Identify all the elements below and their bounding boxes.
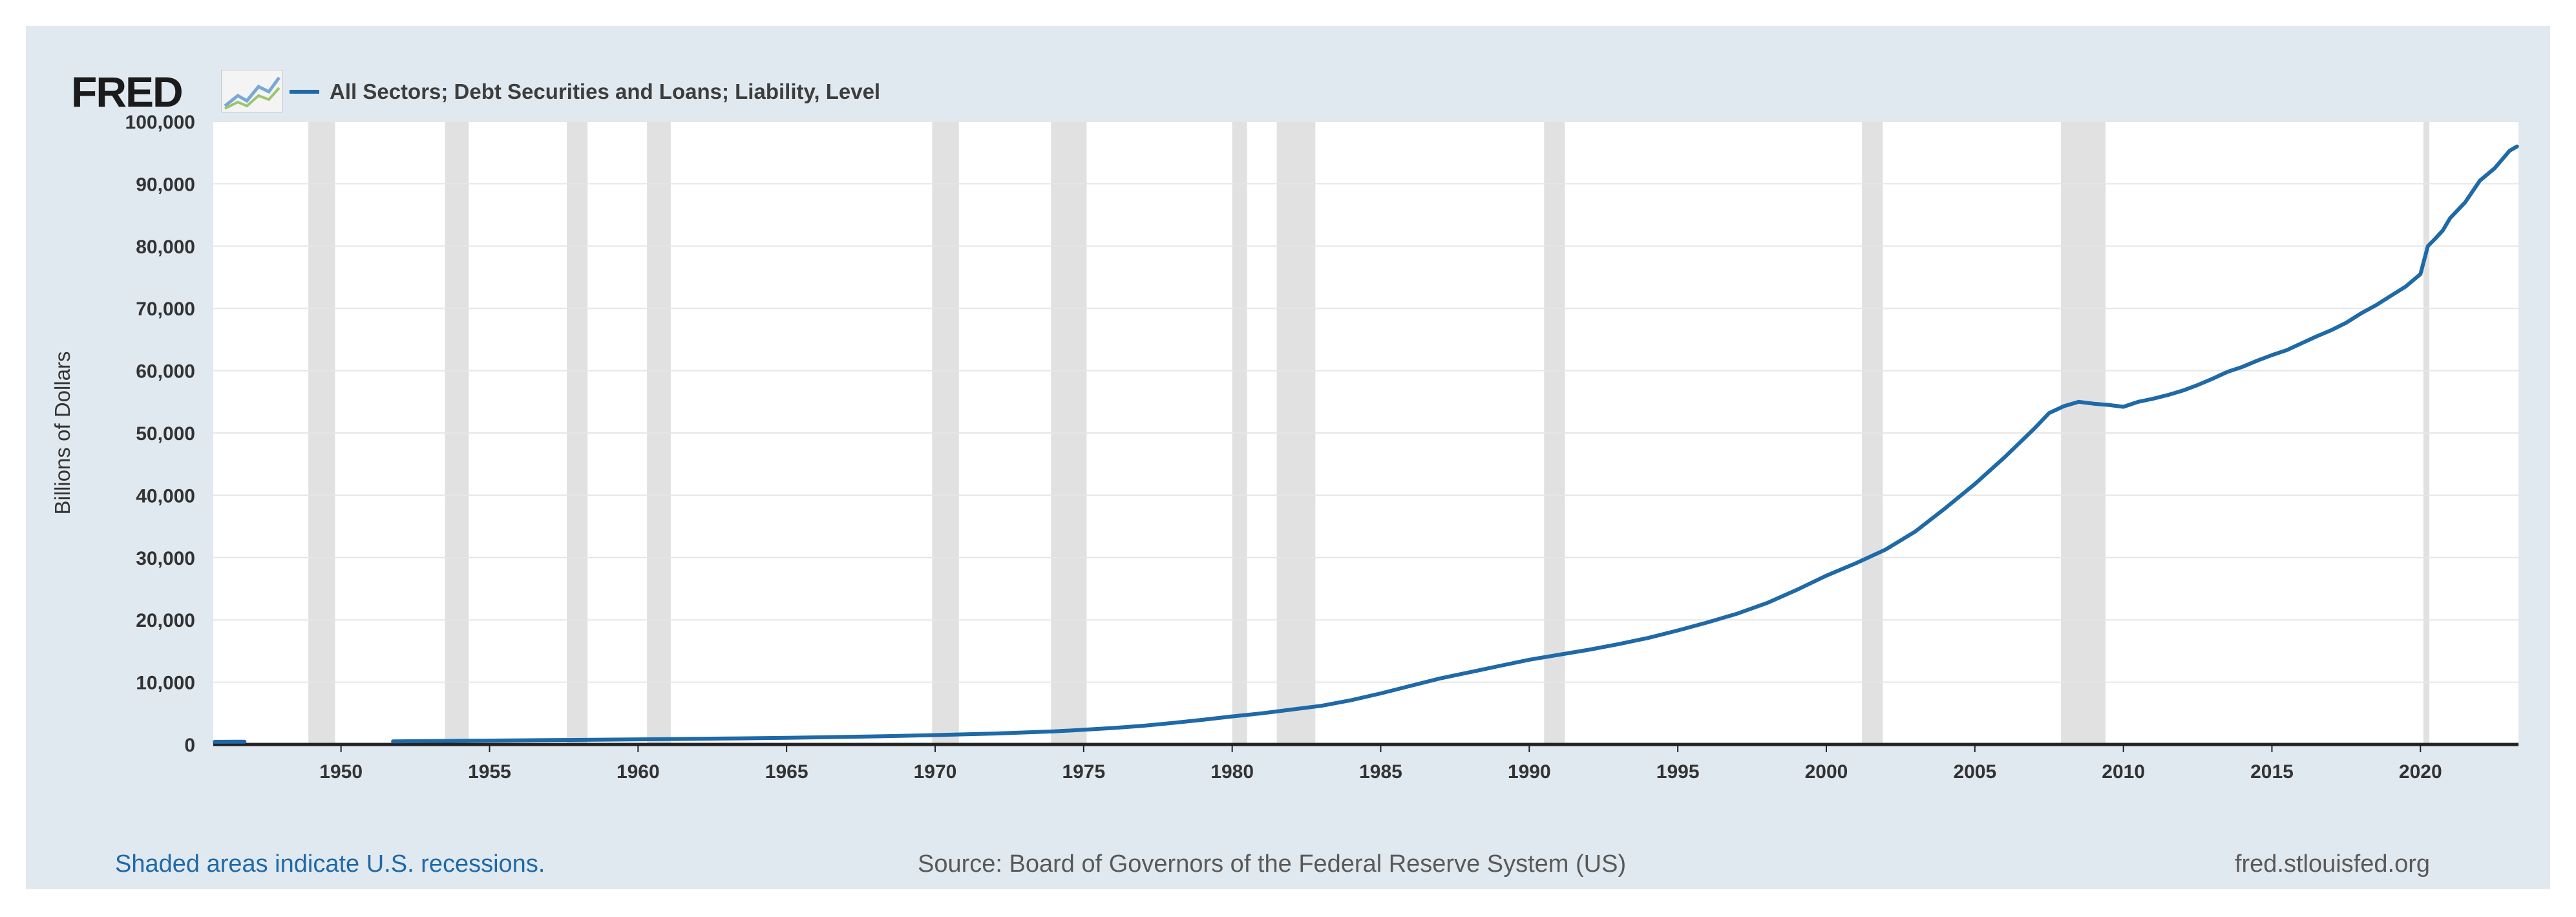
x-tick-label: 2010 xyxy=(2102,761,2145,783)
x-axis-ticks: 1950 1955 1960 1965 1970 1975 1980 1985 1990 1995… xyxy=(319,744,2442,783)
logo-text: FRED xyxy=(71,68,184,116)
chart-card: FRED All Sectors; Debt Securities and Lo… xyxy=(26,26,2550,889)
series-lines xyxy=(213,144,2519,744)
y-tick-label: 70,000 xyxy=(136,299,195,320)
source-text: Source: Board of Governors of the Federa… xyxy=(918,850,1627,878)
logo-graph-icon xyxy=(221,70,283,112)
y-tick-label: 60,000 xyxy=(136,361,195,383)
x-tick-label: 1980 xyxy=(1210,761,1254,783)
chart-legend: All Sectors; Debt Securities and Loans; … xyxy=(290,75,880,109)
y-tick-label: 0 xyxy=(184,735,195,756)
site-link[interactable]: fred.stlouisfed.org xyxy=(2234,850,2430,878)
y-tick-label: 20,000 xyxy=(136,610,195,631)
x-tick-label: 1985 xyxy=(1359,761,1402,783)
y-tick-label: 80,000 xyxy=(136,237,195,258)
line-chart: 0 10,000 20,000 30,000 40,000 50,000 60,000 70,… xyxy=(50,112,2519,783)
x-tick-label: 1975 xyxy=(1062,761,1105,783)
legend-series-label: All Sectors; Debt Securities and Loans; … xyxy=(330,79,881,103)
recession-note-link[interactable]: Shaded areas indicate U.S. recessions. xyxy=(115,850,545,878)
y-tick-label: 30,000 xyxy=(136,548,195,569)
y-axis-label: Billions of Dollars xyxy=(50,351,74,514)
y-tick-label: 40,000 xyxy=(136,485,195,507)
y-axis-ticks: 0 10,000 20,000 30,000 40,000 50,000 60,000 70,… xyxy=(125,112,195,756)
y-tick-label: 90,000 xyxy=(136,174,195,195)
x-tick-label: 1990 xyxy=(1508,761,1551,783)
x-tick-label: 2000 xyxy=(1805,761,1848,783)
x-tick-label: 1955 xyxy=(468,761,511,783)
legend-line-swatch xyxy=(290,90,319,94)
x-tick-label: 2015 xyxy=(2250,761,2294,783)
x-tick-label: 1965 xyxy=(765,761,808,783)
x-tick-label: 1960 xyxy=(617,761,660,783)
x-tick-label: 1970 xyxy=(914,761,957,783)
x-tick-label: 1950 xyxy=(319,761,363,783)
y-tick-label: 50,000 xyxy=(136,423,195,445)
series-line xyxy=(391,144,2519,744)
x-tick-label: 2020 xyxy=(2399,761,2442,783)
gridlines xyxy=(213,121,2518,683)
y-tick-label: 100,000 xyxy=(125,112,195,133)
x-tick-label: 2005 xyxy=(1953,761,1996,783)
y-tick-label: 10,000 xyxy=(136,673,195,694)
x-tick-label: 1995 xyxy=(1656,761,1700,783)
